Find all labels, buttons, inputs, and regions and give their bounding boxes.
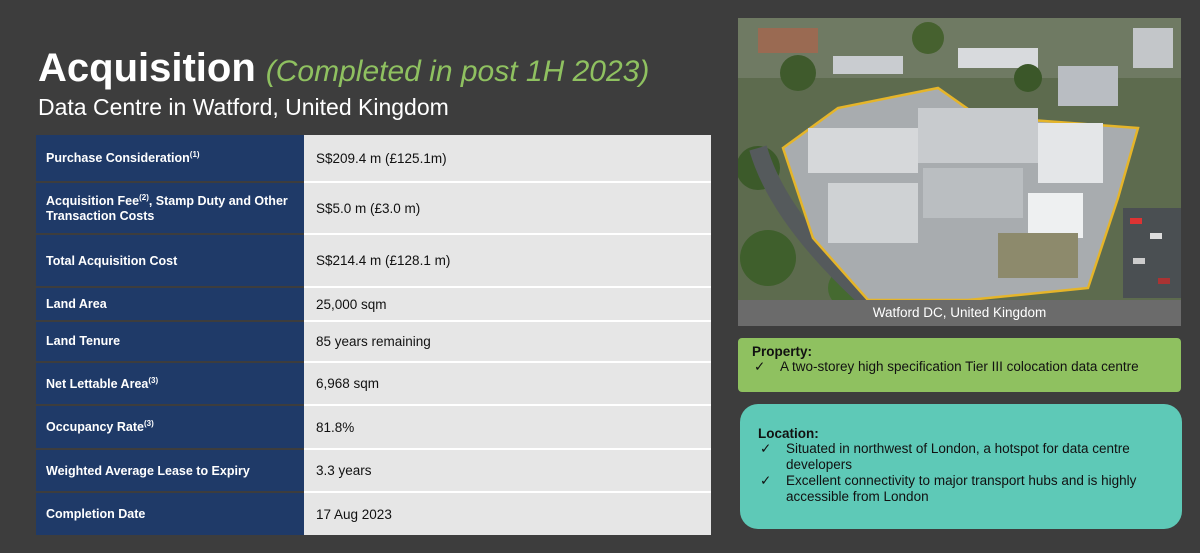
row-label: Total Acquisition Cost	[36, 234, 304, 288]
title-subtitle: (Completed in post 1H 2023)	[265, 55, 650, 88]
row-value: 25,000 sqm	[304, 287, 711, 322]
list-item: ✓ Excellent connectivity to major transp…	[758, 473, 1164, 505]
table-row: Acquisition Fee(2), Stamp Duty and Other…	[36, 182, 711, 235]
property-item-text: A two-storey high specification Tier III…	[780, 359, 1139, 374]
property-box: Property: ✓ A two-storey high specificat…	[738, 338, 1181, 392]
row-value: S$5.0 m (£3.0 m)	[304, 182, 711, 235]
acquisition-facts-table: Purchase Consideration(1) S$209.4 m (£12…	[36, 135, 711, 535]
check-icon: ✓	[754, 359, 766, 374]
row-value: 81.8%	[304, 405, 711, 450]
table-row: Land Area 25,000 sqm	[36, 287, 711, 322]
row-label: Net Lettable Area(3)	[36, 362, 304, 406]
table-row: Net Lettable Area(3) 6,968 sqm	[36, 362, 711, 406]
row-value: 6,968 sqm	[304, 362, 711, 406]
row-label: Land Tenure	[36, 321, 304, 363]
row-label: Completion Date	[36, 492, 304, 535]
aerial-photo-illustration	[738, 18, 1181, 300]
row-label: Purchase Consideration(1)	[36, 135, 304, 183]
row-label: Acquisition Fee(2), Stamp Duty and Other…	[36, 182, 304, 235]
list-item: ✓ Situated in northwest of London, a hot…	[758, 441, 1164, 473]
location-heading: Location:	[758, 426, 819, 441]
table-row: Purchase Consideration(1) S$209.4 m (£12…	[36, 135, 711, 183]
title-text: Acquisition	[38, 46, 256, 90]
table-row: Occupancy Rate(3) 81.8%	[36, 405, 711, 450]
row-value: S$214.4 m (£128.1 m)	[304, 234, 711, 288]
table-row: Completion Date 17 Aug 2023	[36, 492, 711, 535]
page-subtitle: Data Centre in Watford, United Kingdom	[38, 94, 449, 120]
check-icon: ✓	[760, 441, 772, 456]
table-row: Total Acquisition Cost S$214.4 m (£128.1…	[36, 234, 711, 288]
table-row: Land Tenure 85 years remaining	[36, 321, 711, 363]
row-value: S$209.4 m (£125.1m)	[304, 135, 711, 183]
location-item-text: Excellent connectivity to major transpor…	[786, 473, 1137, 504]
row-value: 17 Aug 2023	[304, 492, 711, 535]
row-value: 85 years remaining	[304, 321, 711, 363]
row-label: Weighted Average Lease to Expiry	[36, 449, 304, 493]
header: Acquisition (Completed in post 1H 2023) D…	[38, 44, 649, 121]
location-item-text: Situated in northwest of London, a hotsp…	[786, 441, 1130, 472]
photo-caption: Watford DC, United Kingdom	[738, 300, 1181, 326]
row-label: Land Area	[36, 287, 304, 322]
page-title: Acquisition (Completed in post 1H 2023)	[38, 44, 649, 96]
location-box: Location: ✓ Situated in northwest of Lon…	[740, 404, 1182, 529]
row-label: Occupancy Rate(3)	[36, 405, 304, 450]
row-value: 3.3 years	[304, 449, 711, 493]
list-item: ✓ A two-storey high specification Tier I…	[752, 359, 1167, 375]
table-row: Weighted Average Lease to Expiry 3.3 yea…	[36, 449, 711, 493]
aerial-photo: Watford DC, United Kingdom	[738, 18, 1181, 326]
check-icon: ✓	[760, 473, 772, 488]
property-heading: Property:	[752, 344, 813, 359]
